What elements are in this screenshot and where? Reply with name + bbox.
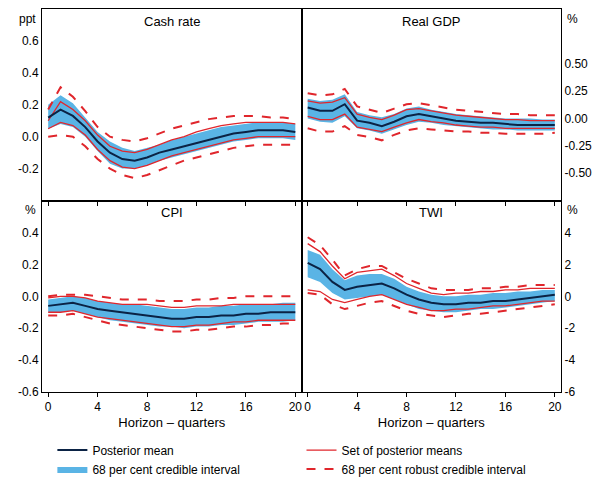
svg-text:4: 4	[94, 400, 101, 414]
svg-text:20: 20	[289, 400, 303, 414]
svg-text:0.2: 0.2	[22, 98, 39, 112]
svg-text:-0.6: -0.6	[18, 385, 39, 399]
svg-text:-0.50: -0.50	[564, 166, 592, 180]
svg-text:%: %	[567, 12, 578, 26]
svg-text:0.6: 0.6	[22, 34, 39, 48]
svg-text:68 per cent robust credible in: 68 per cent robust credible interval	[342, 463, 526, 477]
svg-text:0: 0	[304, 400, 311, 414]
svg-text:ppt: ppt	[19, 12, 36, 26]
svg-text:-4: -4	[564, 353, 575, 367]
svg-text:0.4: 0.4	[22, 66, 39, 80]
svg-text:2: 2	[564, 258, 571, 272]
svg-text:0.0: 0.0	[22, 130, 39, 144]
svg-text:0: 0	[564, 290, 571, 304]
svg-text:8: 8	[403, 400, 410, 414]
svg-text:Horizon – quarters: Horizon – quarters	[118, 415, 225, 430]
svg-text:Horizon – quarters: Horizon – quarters	[378, 415, 485, 430]
svg-text:0.50: 0.50	[564, 57, 588, 71]
svg-text:%: %	[567, 203, 578, 217]
svg-text:4: 4	[354, 400, 361, 414]
svg-text:0.4: 0.4	[22, 226, 39, 240]
svg-text:68 per cent credible interval: 68 per cent credible interval	[92, 463, 239, 477]
svg-text:CPI: CPI	[161, 205, 183, 220]
svg-text:Cash rate: Cash rate	[144, 14, 200, 29]
svg-text:-0.2: -0.2	[18, 321, 39, 335]
svg-text:0.25: 0.25	[564, 84, 588, 98]
svg-text:-2: -2	[564, 321, 575, 335]
svg-text:0.0: 0.0	[22, 290, 39, 304]
svg-text:-6: -6	[564, 385, 575, 399]
svg-text:%: %	[25, 203, 36, 217]
svg-text:0.00: 0.00	[564, 112, 588, 126]
svg-text:0.2: 0.2	[22, 258, 39, 272]
svg-text:Set of posterior means: Set of posterior means	[342, 444, 463, 458]
svg-text:12: 12	[449, 400, 463, 414]
svg-text:TWI: TWI	[419, 205, 443, 220]
svg-text:16: 16	[499, 400, 513, 414]
svg-text:-0.4: -0.4	[18, 353, 39, 367]
svg-text:16: 16	[239, 400, 253, 414]
svg-text:4: 4	[564, 226, 571, 240]
svg-text:12: 12	[190, 400, 204, 414]
svg-text:-0.25: -0.25	[564, 139, 592, 153]
svg-text:Real GDP: Real GDP	[402, 14, 461, 29]
svg-text:0: 0	[45, 400, 52, 414]
svg-text:20: 20	[548, 400, 562, 414]
svg-text:Posterior mean: Posterior mean	[92, 444, 173, 458]
svg-text:8: 8	[144, 400, 151, 414]
svg-text:-0.2: -0.2	[18, 162, 39, 176]
